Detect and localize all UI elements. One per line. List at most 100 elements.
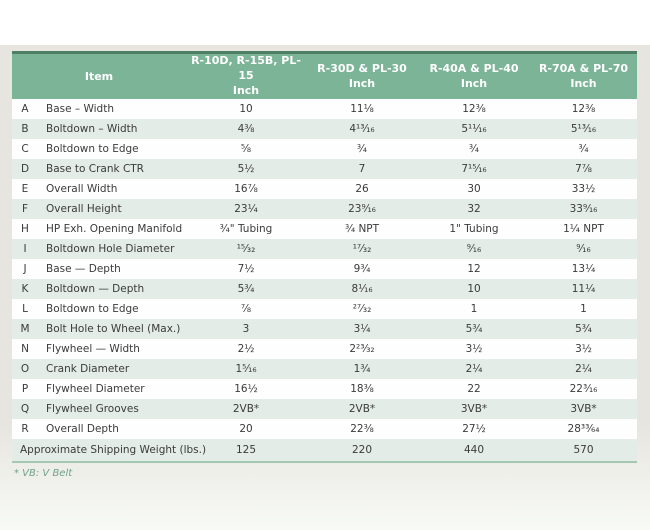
row-value: 3¼: [353, 323, 371, 335]
header-column-label: R-40A & PL-40: [429, 61, 519, 75]
row-value: 7: [358, 163, 366, 175]
row-key: Q: [20, 403, 30, 415]
row-key: H: [21, 223, 29, 235]
row-item-label: Boltdown to Edge: [46, 143, 139, 155]
row-value: 33½: [571, 183, 596, 195]
row-value: 1: [470, 303, 478, 315]
row-value: 1: [580, 303, 587, 315]
row-item-label: Overall Depth: [46, 423, 119, 435]
row-value: ²⁷⁄₃₂: [352, 303, 372, 315]
row-value: 5¹³⁄₁₆: [570, 123, 597, 135]
row-value: 10: [467, 283, 481, 295]
row-key: O: [20, 363, 30, 375]
table-row: D Base to Crank CTR 5½ 7 7¹⁵⁄₁₆ 7⅞: [12, 159, 637, 179]
row-value: ¹⁷⁄₃₂: [352, 243, 372, 255]
row-key: C: [21, 143, 29, 155]
row-key: F: [21, 203, 29, 215]
table-row: C Boltdown to Edge ⅝ ¾ ¾ ¾: [12, 139, 637, 159]
row-key: L: [22, 303, 28, 315]
row-value: 1¼ NPT: [563, 223, 604, 235]
table-row: O Crank Diameter 1⁵⁄₁₆ 1¾ 2¼ 2¼: [12, 359, 637, 379]
spec-table: Item R-10D, R-15B, PL-15 Inch R-30D & PL-3…: [12, 51, 637, 463]
row-value: 11¼: [571, 283, 596, 295]
row-value: ¾: [578, 143, 589, 155]
row-item-label: Base – Width: [46, 103, 114, 115]
table-row: N Flywheel — Width 2½ 2²³⁄₃₂ 3½ 3½: [12, 339, 637, 359]
row-key: N: [21, 343, 29, 355]
summary-row-value: 220: [351, 444, 373, 456]
row-key: K: [21, 283, 29, 295]
header-column-unit: Inch: [348, 76, 376, 90]
row-value: 5¹¹⁄₁₆: [461, 123, 487, 135]
table-row: I Boltdown Hole Diameter ¹⁵⁄₃₂ ¹⁷⁄₃₂ ⁹⁄₁₆ ⁹⁄₁…: [12, 239, 637, 259]
row-value: 28³³⁄₆₄: [567, 423, 600, 435]
row-value: 8¹⁄₁₆: [351, 283, 373, 295]
table-row: R Overall Depth 20 22⅜ 27½ 28³³⁄₆₄: [12, 419, 637, 439]
row-value: 22³⁄₁₆: [569, 383, 598, 395]
row-key: I: [23, 243, 27, 255]
row-value: ⅝: [240, 143, 252, 155]
row-value: 11⅛: [350, 103, 374, 115]
row-value: 23⁹⁄₁₆: [348, 203, 376, 215]
table-row: F Overall Height 23¼ 23⁹⁄₁₆ 32 33⁹⁄₁₆: [12, 199, 637, 219]
row-key: R: [21, 423, 29, 435]
row-value: ⁹⁄₁₆: [466, 243, 482, 255]
footnote: * VB: V Belt: [14, 468, 73, 479]
row-value: 3: [242, 323, 250, 335]
table-row: H HP Exh. Opening Manifold ¾" Tubing ¾ NPT 1…: [12, 219, 637, 239]
row-value: 26: [355, 183, 369, 195]
row-value: 22: [467, 383, 481, 395]
row-item-label: Base to Crank CTR: [46, 163, 144, 175]
summary-row-label: Approximate Shipping Weight (lbs.): [20, 444, 207, 456]
summary-row-value: 125: [235, 444, 257, 456]
table-row: J Base — Depth 7½ 9¾ 12 13¼: [12, 259, 637, 279]
row-value: 13¼: [571, 263, 596, 275]
row-item-label: Overall Width: [46, 183, 118, 195]
header-column-label: R-10D, R-15B, PL-15: [191, 54, 301, 83]
table-row: M Bolt Hole to Wheel (Max.) 3 3¼ 5¾ 5¾: [12, 319, 637, 339]
row-value: 3½: [465, 343, 483, 355]
row-value: ¾ NPT: [344, 223, 380, 235]
header-column: R-10D, R-15B, PL-15 Inch: [186, 54, 306, 99]
header-column: R-40A & PL-40 Inch: [418, 62, 530, 92]
row-key: B: [21, 123, 29, 135]
table-row: L Boltdown to Edge ⅞ ²⁷⁄₃₂ 1 1: [12, 299, 637, 319]
row-item-label: Boltdown Hole Diameter: [46, 243, 175, 255]
row-item-label: Flywheel Grooves: [46, 403, 139, 415]
row-value: 20: [239, 423, 253, 435]
row-value: ⅞: [240, 303, 252, 315]
spec-table-body: A Base – Width 10 11⅛ 12⅜ 12⅜ B Boltdown – Widt…: [12, 99, 637, 439]
row-value: ¹⁵⁄₃₂: [236, 243, 256, 255]
row-value: ⁹⁄₁₆: [576, 243, 591, 255]
row-value: 2VB*: [232, 403, 260, 415]
row-value: 33⁹⁄₁₆: [569, 203, 598, 215]
row-value: 5¾: [237, 283, 255, 295]
row-value: 12⅜: [571, 103, 596, 115]
row-key: M: [20, 323, 30, 335]
row-value: 2²³⁄₃₂: [349, 343, 375, 355]
summary-row-value: 570: [573, 444, 594, 456]
row-value: 10: [239, 103, 253, 115]
row-value: 18⅜: [350, 383, 374, 395]
row-key: E: [21, 183, 29, 195]
row-value: 32: [467, 203, 481, 215]
row-value: 16½: [234, 383, 258, 395]
row-value: 5½: [237, 163, 255, 175]
row-value: 5¾: [575, 323, 592, 335]
header-column-label: R-70A & PL-70: [538, 61, 629, 75]
row-value: ¾: [356, 143, 368, 155]
header-column-label: R-30D & PL-30: [317, 61, 407, 75]
row-value: 4¹³⁄₁₆: [349, 123, 375, 135]
row-value: 2VB*: [348, 403, 376, 415]
row-item-label: Boltdown to Edge: [46, 303, 139, 315]
row-value: ¾: [468, 143, 480, 155]
table-row: Q Flywheel Grooves 2VB* 2VB* 3VB* 3VB*: [12, 399, 637, 419]
header-column: R-30D & PL-30 Inch: [306, 62, 418, 92]
row-value: 5¾: [465, 323, 483, 335]
summary-row-value: 440: [463, 444, 485, 456]
header-column-unit: Inch: [570, 76, 597, 90]
table-row: P Flywheel Diameter 16½ 18⅜ 22 22³⁄₁₆: [12, 379, 637, 399]
row-key: J: [23, 263, 27, 275]
row-value: 16⅞: [234, 183, 258, 195]
row-item-label: Bolt Hole to Wheel (Max.): [46, 323, 181, 335]
